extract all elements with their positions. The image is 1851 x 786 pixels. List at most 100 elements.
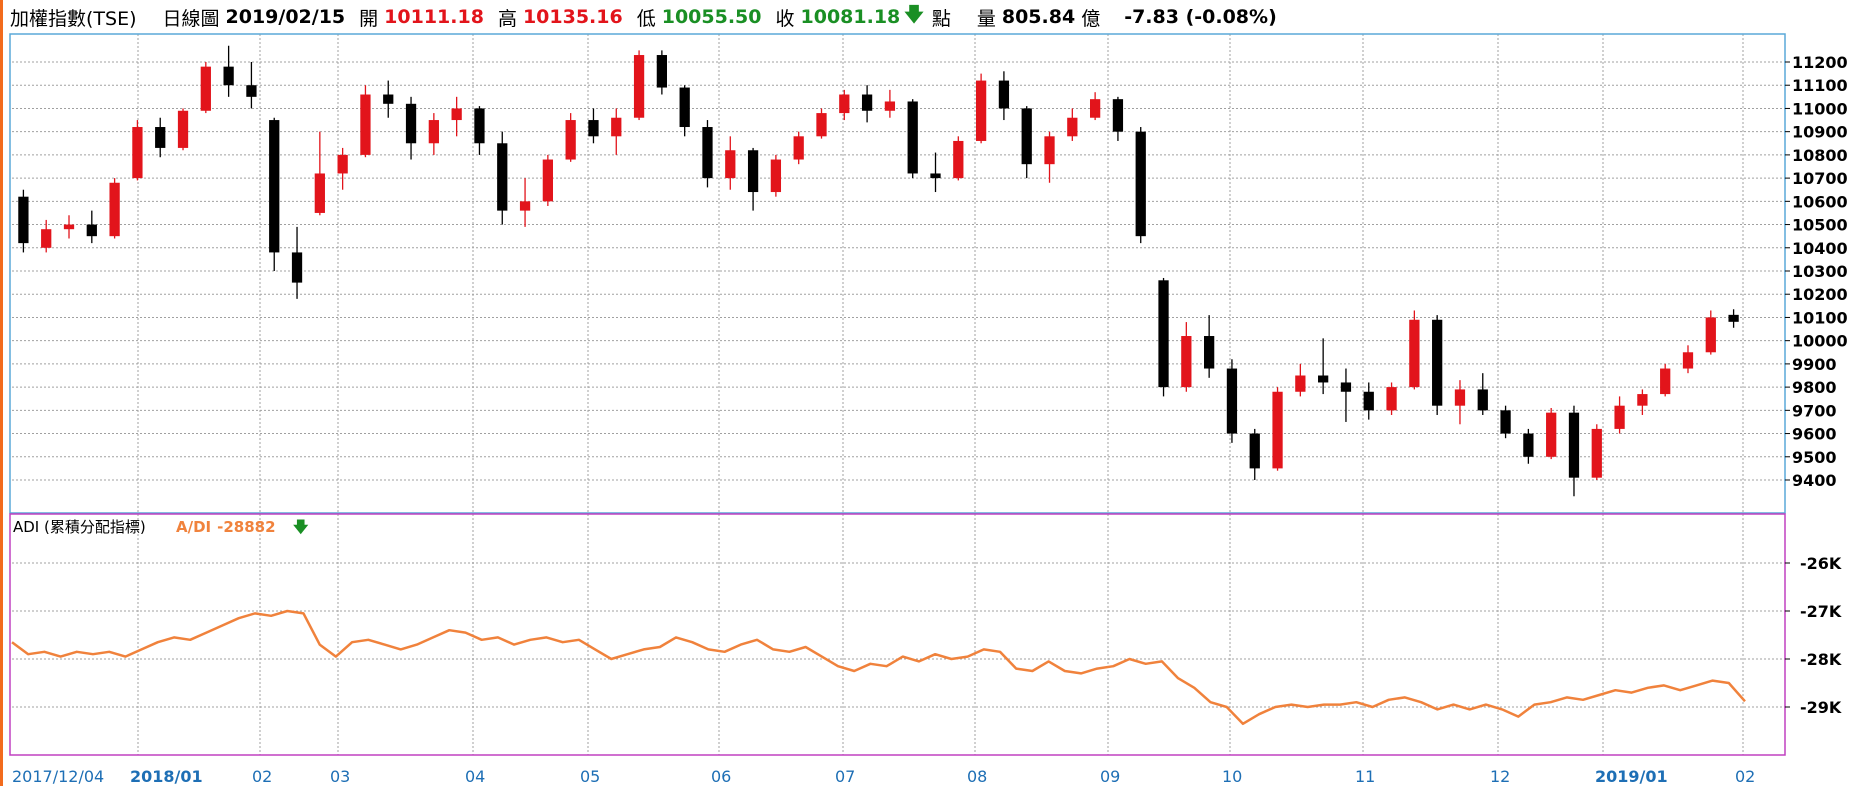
candle	[1181, 322, 1192, 392]
candle-body	[1637, 394, 1648, 406]
close-label: 收	[775, 7, 795, 30]
candle	[246, 62, 257, 109]
candle	[1637, 389, 1648, 415]
y-tick-label: 11000	[1792, 99, 1848, 118]
candle-body	[383, 94, 394, 104]
candle-body	[405, 103, 417, 144]
y-tick-label: 10000	[1792, 332, 1848, 351]
candle-body	[41, 229, 52, 248]
candle	[679, 85, 690, 137]
candle-body	[519, 201, 531, 211]
y-tick-label: 10900	[1792, 123, 1848, 142]
candle	[611, 108, 622, 155]
period-label[interactable]: 日線圖	[162, 7, 220, 30]
y-tick-label: 11200	[1792, 53, 1848, 72]
candle	[1728, 309, 1739, 328]
candle	[656, 50, 668, 95]
candle-body	[702, 127, 713, 179]
candle-body	[155, 127, 166, 148]
x-tick-label: 09	[1100, 767, 1120, 786]
y-tick-label: 10400	[1792, 239, 1848, 258]
candle	[1044, 131, 1055, 183]
candle	[1591, 424, 1602, 480]
candle-body	[1454, 389, 1466, 406]
candle-body	[839, 94, 850, 114]
candle	[1226, 359, 1238, 443]
candle-body	[1682, 352, 1694, 369]
candle-body	[1591, 428, 1602, 478]
candle	[1021, 106, 1032, 179]
change-value: -7.83 (-0.08%)	[1124, 6, 1277, 28]
price-panel[interactable]	[9, 33, 1786, 514]
candle	[18, 189, 29, 253]
candle-body	[63, 224, 75, 230]
date-axis: 2017/12/04 2018/01 02 03 04 05 06 07 08 09 10 11 12 2…	[12, 767, 1755, 786]
candle-body	[1614, 405, 1625, 429]
price-grid	[12, 34, 1785, 513]
candle	[1477, 373, 1488, 415]
candle	[223, 45, 234, 97]
open-value: 10111.18	[384, 6, 484, 28]
arrow-down-icon: 🡇	[904, 4, 924, 26]
candle	[360, 85, 371, 158]
candle-body	[1249, 433, 1260, 469]
candle-body	[132, 127, 143, 179]
candle-body	[1386, 387, 1397, 411]
candle-body	[451, 108, 462, 121]
x-tick-label: 02	[252, 767, 272, 786]
x-tick-label: 04	[465, 767, 485, 786]
candle	[1660, 363, 1671, 397]
candle	[1363, 382, 1374, 420]
candle	[1318, 338, 1329, 395]
candle-body	[907, 101, 918, 174]
x-tick-label: 2019/01	[1595, 767, 1668, 786]
candle	[1432, 315, 1443, 415]
candle	[1158, 277, 1169, 397]
candle	[1135, 127, 1146, 244]
candle	[269, 117, 280, 271]
candle-body	[1728, 314, 1739, 322]
adi-latest-value: -28882	[217, 518, 275, 536]
candle	[155, 117, 166, 158]
candle-body	[1272, 391, 1283, 469]
candle	[177, 108, 189, 151]
candle-body	[1226, 368, 1238, 434]
open-label: 開	[359, 7, 379, 30]
candle	[1568, 405, 1580, 497]
y-tick-label: 9800	[1792, 378, 1837, 397]
y-tick-label: 9400	[1792, 471, 1837, 490]
candle-body	[177, 110, 189, 148]
volume-unit: 億	[1081, 7, 1101, 30]
points-label: 點	[931, 7, 951, 30]
candle-body	[542, 159, 553, 202]
candle	[542, 154, 553, 206]
candle-body	[223, 66, 234, 86]
candle-body	[998, 80, 1010, 109]
adi-grid	[12, 514, 1785, 755]
candle-body	[474, 108, 485, 144]
candle	[109, 178, 120, 239]
y-tick-label: 9900	[1792, 355, 1837, 374]
candle	[702, 120, 713, 188]
y-tick-label: 9700	[1792, 401, 1837, 420]
candle-body	[269, 120, 280, 253]
candle-body	[588, 120, 599, 137]
y-tick-label: -29K	[1800, 698, 1842, 717]
candle	[839, 89, 850, 121]
candle	[86, 210, 97, 244]
adi-axis: -26K -27K -28K -29K	[1785, 554, 1842, 717]
candle-body	[291, 252, 303, 283]
adi-panel[interactable]	[9, 513, 1786, 756]
candle	[1067, 108, 1078, 141]
candle-body	[1500, 410, 1511, 434]
candle	[1204, 315, 1215, 378]
candle	[1272, 387, 1283, 471]
candle	[1295, 363, 1306, 397]
candle-body	[611, 117, 622, 137]
quote-header: 加權指數(TSE) 日線圖 2019/02/15 開 10111.18 高 10…	[10, 0, 1840, 34]
candle	[337, 147, 348, 190]
candle-body	[1295, 375, 1306, 392]
y-tick-label: 9500	[1792, 448, 1837, 467]
candle-body	[314, 173, 325, 213]
